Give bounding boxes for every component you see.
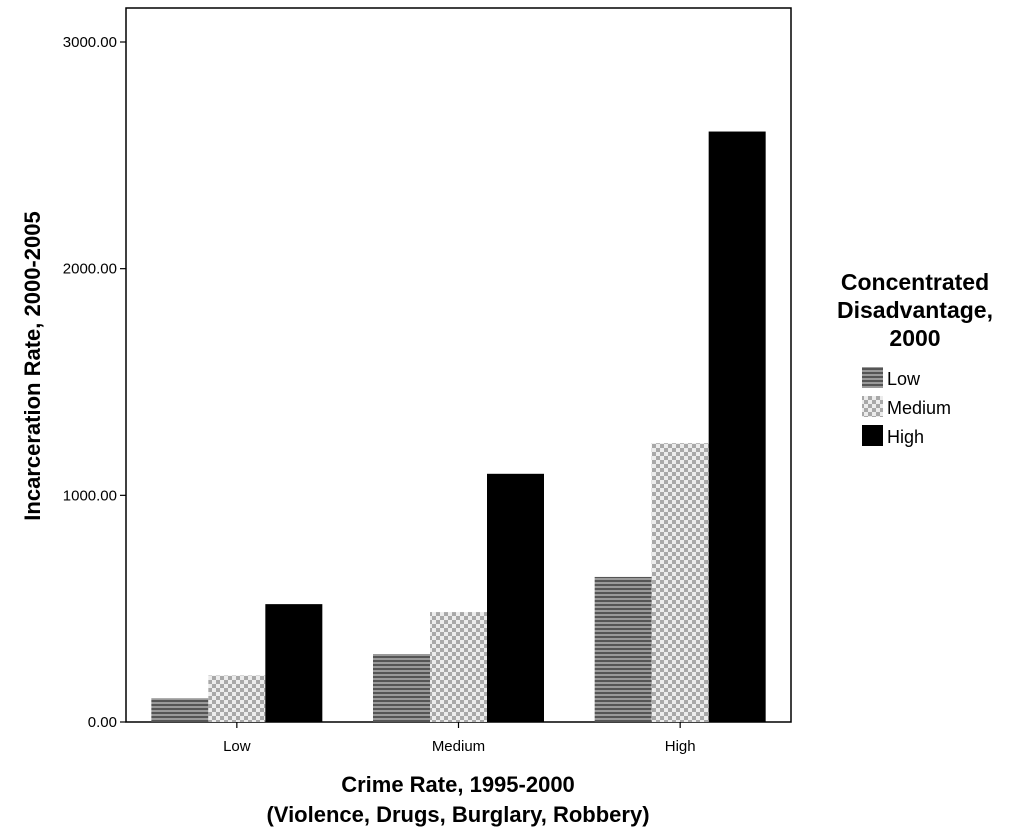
y-tick-label: 1000.00 xyxy=(63,487,117,504)
legend-label-high: High xyxy=(887,427,924,447)
bar-medium-low xyxy=(208,675,266,722)
legend-title-line-2: Disadvantage, xyxy=(837,297,993,323)
legend-swatch-medium xyxy=(862,396,883,417)
legend-title-line-1: Concentrated xyxy=(841,269,989,295)
x-tick-label: Medium xyxy=(432,738,485,755)
y-tick-label: 2000.00 xyxy=(63,261,117,278)
y-tick-label: 0.00 xyxy=(88,714,117,731)
legend-label-medium: Medium xyxy=(887,398,951,418)
bar-medium-high xyxy=(651,443,709,722)
legend-label-low: Low xyxy=(887,369,921,389)
bar-low-low xyxy=(151,698,209,722)
x-axis: Low Medium High xyxy=(223,722,696,755)
bar-low-high xyxy=(594,576,652,722)
legend-swatch-high xyxy=(862,425,883,446)
bar-medium-medium xyxy=(430,612,487,722)
legend-swatch-low xyxy=(862,367,883,388)
legend: Concentrated Disadvantage, 2000 Low Mediu… xyxy=(837,269,993,447)
x-tick-label: High xyxy=(665,738,696,755)
bars xyxy=(151,131,766,723)
x-axis-title-line-1: Crime Rate, 1995-2000 xyxy=(341,772,575,797)
x-axis-title-line-2: (Violence, Drugs, Burglary, Robbery) xyxy=(266,802,649,827)
y-tick-label: 3000.00 xyxy=(63,34,117,51)
bar-high-medium xyxy=(487,473,544,722)
bar-low-medium xyxy=(373,654,430,722)
x-tick-label: Low xyxy=(223,738,251,755)
legend-title-line-3: 2000 xyxy=(889,325,940,351)
bar-high-high xyxy=(708,131,766,723)
bar-high-low xyxy=(265,604,323,722)
y-axis-title: Incarceration Rate, 2000-2005 xyxy=(20,211,45,520)
y-axis: 0.00 1000.00 2000.00 3000.00 xyxy=(63,34,126,731)
